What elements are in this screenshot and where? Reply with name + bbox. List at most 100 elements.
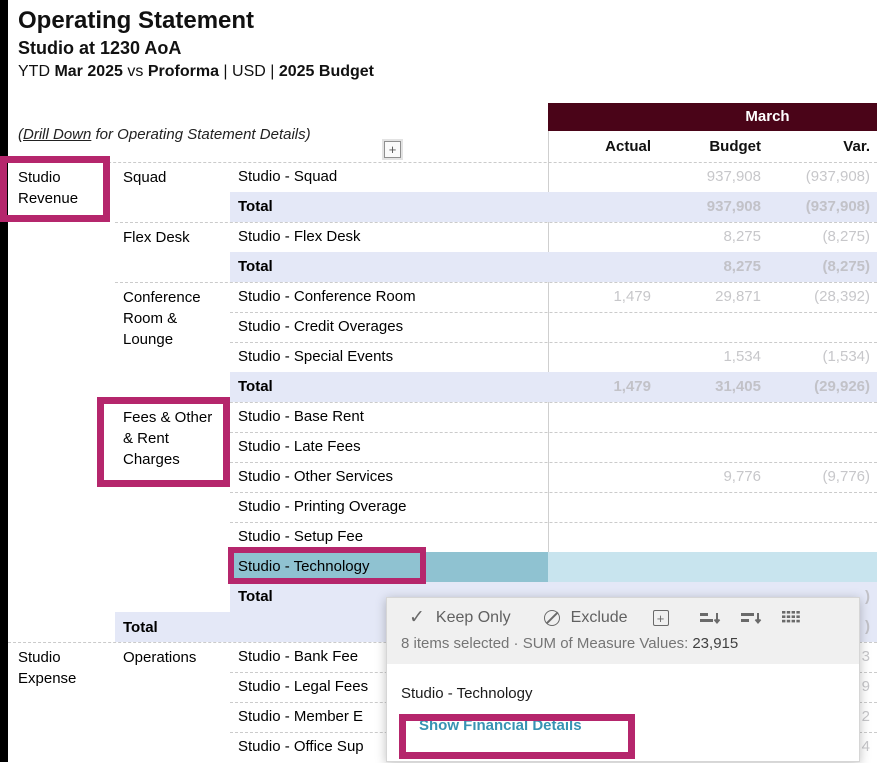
var-value[interactable]: (937,908) (805, 168, 870, 185)
var-value[interactable]: (1,534) (822, 348, 870, 365)
row-label[interactable]: Studio - Member E (238, 708, 364, 725)
budget-value[interactable] (658, 312, 768, 342)
actual-value[interactable]: 1,479 (613, 378, 651, 395)
row-label[interactable]: Studio - Technology (238, 558, 370, 575)
actual-value[interactable] (548, 342, 658, 372)
keep-only-button[interactable]: ✓ Keep Only (409, 608, 511, 627)
budget-value[interactable] (658, 552, 768, 582)
row-label[interactable]: Total (238, 258, 273, 275)
row-label[interactable]: Studio - Late Fees (238, 438, 361, 455)
row-separator (115, 402, 877, 403)
row-label[interactable]: Total (238, 378, 273, 395)
row-label[interactable]: Studio - Credit Overages (238, 318, 404, 335)
budget-value[interactable] (658, 432, 768, 462)
row-group-level2-label[interactable]: Squad (123, 169, 167, 186)
table-row: Total 937,908 (937,908) (8, 192, 877, 222)
actual-value[interactable] (548, 462, 658, 492)
total-row-highlight (230, 252, 877, 282)
var-value[interactable]: (29,926) (814, 378, 870, 395)
row-label[interactable]: Studio - Printing Overage (238, 498, 407, 515)
budget-value[interactable]: 1,534 (723, 348, 761, 365)
row-group-level2-label[interactable]: Total (123, 619, 158, 636)
budget-value[interactable]: 937,908 (706, 198, 761, 215)
row-label[interactable]: Studio - Special Events (238, 348, 394, 365)
budget-value[interactable] (658, 522, 768, 552)
show-financial-details-link[interactable]: Show Financial Details (419, 717, 582, 734)
budget-value[interactable] (658, 492, 768, 522)
budget-value[interactable]: 8,275 (723, 258, 761, 275)
row-label[interactable]: Total (238, 588, 273, 605)
row-label[interactable]: Studio - Conference Room (238, 288, 416, 305)
table-row: Studio - Setup Fee (8, 522, 877, 552)
row-group-level2-label[interactable]: Operations (123, 649, 197, 666)
row-group-level1-label (8, 192, 115, 222)
var-value[interactable]: (8,275) (822, 258, 870, 275)
row-group-level2-label (115, 492, 230, 522)
var-value[interactable]: (9,776) (822, 468, 870, 485)
row-label[interactable]: Total (238, 198, 273, 215)
var-value[interactable]: 2 (861, 708, 870, 725)
row-separator (115, 222, 877, 223)
var-value[interactable] (768, 312, 877, 342)
view-data-button[interactable] (781, 611, 800, 625)
row-label[interactable]: Studio - Setup Fee (238, 528, 364, 545)
row-group-level1-label[interactable]: Studio Expense (18, 649, 77, 687)
column-header-var: Var. (843, 138, 870, 155)
row-separator (115, 282, 877, 283)
actual-value[interactable] (548, 222, 658, 252)
row-label[interactable]: Studio - Base Rent (238, 408, 364, 425)
actual-value[interactable] (548, 312, 658, 342)
exclude-button[interactable]: Exclude (543, 609, 628, 627)
actual-value[interactable]: 1,479 (613, 288, 651, 305)
expand-plus-button[interactable]: + (382, 139, 403, 160)
sort-descending-button[interactable] (740, 611, 762, 626)
budget-value[interactable]: 9,776 (723, 468, 761, 485)
var-value[interactable]: 4 (861, 738, 870, 755)
actual-value[interactable] (548, 522, 658, 552)
var-value[interactable]: ) (865, 618, 870, 635)
sort-descending-icon (740, 612, 761, 624)
row-group-level1-label (8, 552, 115, 582)
operating-statement-table: March Actual Budget Var. Studio Revenue S… (8, 103, 877, 762)
actual-value[interactable] (548, 252, 658, 282)
var-value[interactable] (768, 522, 877, 552)
var-value[interactable] (768, 552, 877, 582)
row-group-level1-label[interactable]: Studio Revenue (18, 169, 79, 207)
row-label[interactable]: Studio - Office Sup (238, 738, 364, 755)
row-group-level2-label[interactable]: Fees & Other & Rent Charges (123, 409, 213, 468)
row-group-level2-label (115, 432, 230, 462)
var-value[interactable]: ) (865, 588, 870, 605)
row-group-level2-label (115, 372, 230, 402)
row-label[interactable]: Studio - Bank Fee (238, 648, 359, 665)
var-value[interactable]: 3 (861, 648, 870, 665)
row-separator (230, 342, 877, 343)
var-value[interactable]: (8,275) (822, 228, 870, 245)
group-members-button[interactable]: + (652, 610, 669, 626)
var-value[interactable]: (28,392) (814, 288, 870, 305)
actual-value[interactable] (548, 432, 658, 462)
report-period-line: YTD Mar 2025 vs Proforma | USD | 2025 Bu… (18, 63, 374, 80)
row-group-level1-label (8, 222, 115, 252)
row-label[interactable]: Studio - Flex Desk (238, 228, 361, 245)
row-label[interactable]: Studio - Squad (238, 168, 338, 185)
row-label[interactable]: Studio - Legal Fees (238, 678, 369, 695)
budget-value[interactable]: 937,908 (706, 168, 761, 185)
table-row: Flex Desk Studio - Flex Desk 8,275 (8,275) (8, 222, 877, 252)
row-group-level2-label[interactable]: Conference Room & Lounge (123, 289, 201, 348)
budget-value[interactable]: 8,275 (723, 228, 761, 245)
budget-value[interactable]: 29,871 (715, 288, 761, 305)
row-group-level2-label[interactable]: Flex Desk (123, 229, 190, 246)
var-value[interactable] (768, 492, 877, 522)
var-value[interactable]: (937,908) (805, 198, 870, 215)
actual-value[interactable] (548, 192, 658, 222)
budget-value[interactable]: 31,405 (715, 378, 761, 395)
sort-ascending-button[interactable] (699, 611, 721, 626)
actual-value[interactable] (548, 552, 658, 582)
numeric-pane-divider (548, 131, 549, 762)
var-value[interactable]: 9 (861, 678, 870, 695)
var-value[interactable] (768, 432, 877, 462)
exclude-icon (543, 610, 560, 626)
row-label[interactable]: Studio - Other Services (238, 468, 394, 485)
actual-value[interactable] (548, 492, 658, 522)
table-row: Total 1,479 31,405 (29,926) (8, 372, 877, 402)
